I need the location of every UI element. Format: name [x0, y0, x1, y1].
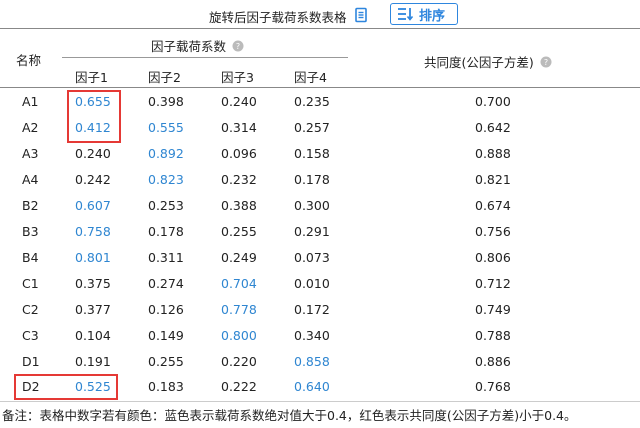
- sort-icon: [397, 7, 414, 21]
- factor3-cell: 0.704: [221, 276, 257, 291]
- row-name-cell: C1: [22, 276, 39, 291]
- factor4-cell: 0.235: [294, 94, 330, 109]
- factor3-cell: 0.222: [221, 379, 257, 394]
- factor1-cell: 0.758: [75, 224, 111, 239]
- help-icon[interactable]: ?: [540, 56, 552, 68]
- communality-cell: 0.886: [475, 354, 511, 369]
- factor4-cell: 0.291: [294, 224, 330, 239]
- factor2-cell: 0.183: [148, 379, 184, 394]
- header-bottom-border: [0, 87, 640, 88]
- factor1-cell: 0.655: [75, 94, 111, 109]
- factor2-cell: 0.555: [148, 120, 184, 135]
- row-name-cell: B4: [22, 250, 39, 265]
- factor1-cell: 0.240: [75, 146, 111, 161]
- factor1-cell: 0.377: [75, 302, 111, 317]
- factor4-cell: 0.178: [294, 172, 330, 187]
- factor1-cell: 0.412: [75, 120, 111, 135]
- factor2-cell: 0.311: [148, 250, 184, 265]
- factor2-cell: 0.398: [148, 94, 184, 109]
- factor2-cell: 0.253: [148, 198, 184, 213]
- row-name-cell: A3: [22, 146, 39, 161]
- factor1-cell: 0.607: [75, 198, 111, 213]
- row-name-cell: A2: [22, 120, 39, 135]
- factor1-cell: 0.104: [75, 328, 111, 343]
- factor1-cell: 0.801: [75, 250, 111, 265]
- factor3-cell: 0.255: [221, 224, 257, 239]
- name-column-header: 名称: [16, 53, 42, 68]
- sort-label: 排序: [419, 8, 446, 24]
- row-name-cell: C2: [22, 302, 39, 317]
- row-name-cell: B3: [22, 224, 39, 239]
- copy-icon[interactable]: [352, 6, 370, 24]
- factor4-cell: 0.257: [294, 120, 330, 135]
- factor3-cell: 0.800: [221, 328, 257, 343]
- row-name-cell: D2: [22, 379, 40, 394]
- title-bar: 旋转后因子载荷系数表格 排序: [0, 0, 640, 28]
- highlight-box-a1-a2: [67, 90, 121, 143]
- communality-cell: 0.821: [475, 172, 511, 187]
- row-name-cell: D1: [22, 354, 40, 369]
- factor4-header: 因子4: [294, 70, 327, 85]
- factor3-cell: 0.388: [221, 198, 257, 213]
- communality-cell: 0.749: [475, 302, 511, 317]
- factor2-cell: 0.126: [148, 302, 184, 317]
- factor3-cell: 0.778: [221, 302, 257, 317]
- highlight-box-d2: [14, 374, 118, 400]
- factor-group-header: 因子载荷系数?: [151, 36, 244, 55]
- communality-cell: 0.888: [475, 146, 511, 161]
- factor1-cell: 0.191: [75, 354, 111, 369]
- factor3-cell: 0.249: [221, 250, 257, 265]
- factor4-cell: 0.158: [294, 146, 330, 161]
- factor2-cell: 0.274: [148, 276, 184, 291]
- factor4-cell: 0.640: [294, 379, 330, 394]
- table-top-border: [0, 28, 640, 29]
- svg-text:?: ?: [236, 42, 240, 51]
- communality-cell: 0.768: [475, 379, 511, 394]
- factor2-cell: 0.178: [148, 224, 184, 239]
- table-note: 备注：表格中数字若有颜色：蓝色表示载荷系数绝对值大于0.4，红色表示共同度(公因…: [2, 408, 577, 423]
- row-name-cell: B2: [22, 198, 39, 213]
- factor4-cell: 0.010: [294, 276, 330, 291]
- factor3-header: 因子3: [221, 70, 254, 85]
- factor4-cell: 0.340: [294, 328, 330, 343]
- factor3-cell: 0.096: [221, 146, 257, 161]
- factor4-cell: 0.300: [294, 198, 330, 213]
- communality-cell: 0.674: [475, 198, 511, 213]
- row-name-cell: A1: [22, 94, 39, 109]
- factor2-cell: 0.149: [148, 328, 184, 343]
- factor1-header: 因子1: [75, 70, 108, 85]
- help-icon[interactable]: ?: [232, 40, 244, 52]
- communality-header: 共同度(公因子方差)?: [424, 52, 552, 71]
- communality-cell: 0.806: [475, 250, 511, 265]
- factor3-cell: 0.232: [221, 172, 257, 187]
- communality-cell: 0.712: [475, 276, 511, 291]
- group-header-underline: [62, 57, 348, 58]
- sort-button[interactable]: 排序: [390, 3, 458, 25]
- row-name-cell: C3: [22, 328, 39, 343]
- table-title: 旋转后因子载荷系数表格: [209, 10, 347, 25]
- communality-cell: 0.788: [475, 328, 511, 343]
- factor2-cell: 0.823: [148, 172, 184, 187]
- factor1-cell: 0.525: [75, 379, 111, 394]
- svg-text:?: ?: [544, 58, 548, 67]
- factor2-header: 因子2: [148, 70, 181, 85]
- factor2-cell: 0.255: [148, 354, 184, 369]
- factor1-cell: 0.242: [75, 172, 111, 187]
- factor2-cell: 0.892: [148, 146, 184, 161]
- factor4-cell: 0.858: [294, 354, 330, 369]
- row-name-cell: A4: [22, 172, 39, 187]
- factor4-cell: 0.073: [294, 250, 330, 265]
- communality-cell: 0.700: [475, 94, 511, 109]
- communality-cell: 0.642: [475, 120, 511, 135]
- factor1-cell: 0.375: [75, 276, 111, 291]
- communality-cell: 0.756: [475, 224, 511, 239]
- factor3-cell: 0.240: [221, 94, 257, 109]
- factor4-cell: 0.172: [294, 302, 330, 317]
- table-bottom-border: [0, 401, 640, 402]
- factor3-cell: 0.220: [221, 354, 257, 369]
- factor3-cell: 0.314: [221, 120, 257, 135]
